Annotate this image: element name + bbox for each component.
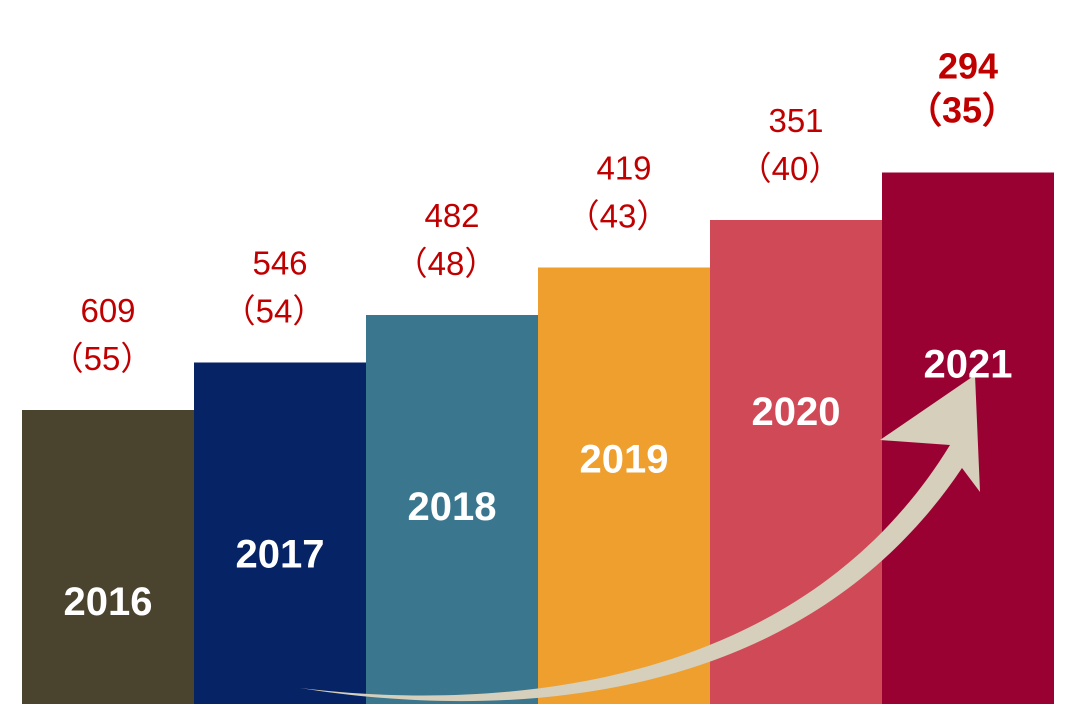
- secondary-label-2020: （40）: [739, 150, 842, 187]
- value-label-2020: 351: [768, 102, 823, 139]
- secondary-label-2017: （54）: [223, 293, 326, 330]
- value-label-2018: 482: [424, 197, 479, 234]
- bar-2017: [194, 362, 366, 704]
- value-label-2016: 609: [80, 292, 135, 329]
- bar-2016: [22, 410, 194, 704]
- bar-2019: [538, 267, 710, 704]
- secondary-label-2021: （35）: [906, 90, 1018, 131]
- category-label-2018: 2018: [408, 485, 497, 529]
- bar-2020: [710, 220, 882, 704]
- category-label-2016: 2016: [64, 580, 153, 624]
- secondary-label-2019: （43）: [567, 198, 670, 235]
- category-label-2017: 2017: [236, 533, 325, 577]
- value-label-2019: 419: [596, 150, 651, 187]
- secondary-label-2018: （48）: [395, 245, 498, 282]
- category-label-2019: 2019: [580, 438, 669, 482]
- bar-2018: [366, 315, 538, 704]
- category-label-2020: 2020: [752, 390, 841, 434]
- value-label-2021: 294: [938, 46, 998, 87]
- value-label-2017: 546: [252, 245, 307, 282]
- labels-layer: 2016 609 （55） 2017 546 （54） 2018 482 （48） 2019 419…: [51, 46, 1018, 625]
- secondary-label-2016: （55）: [51, 340, 154, 377]
- category-label-2021: 2021: [924, 343, 1013, 387]
